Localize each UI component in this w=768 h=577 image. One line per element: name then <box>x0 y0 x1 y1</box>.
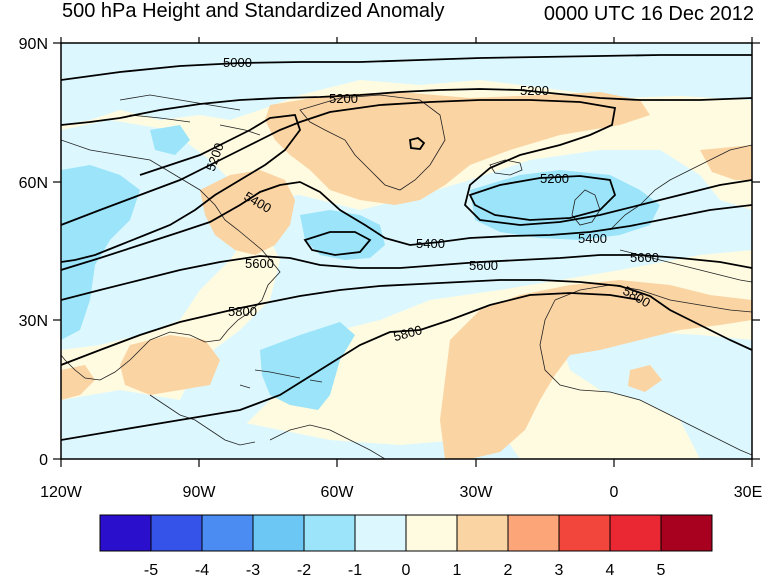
lat-label-equator: 0 <box>39 452 48 469</box>
colorbar-label: 0 <box>402 562 411 577</box>
longitude-labels: 120W 90W 60W 30W 0 30E <box>40 484 762 501</box>
lon-label-30w: 30W <box>460 484 494 501</box>
contour-label: 5200 <box>540 171 569 186</box>
pos-anomaly-mexico <box>120 335 220 395</box>
colorbar-box <box>558 514 611 552</box>
coast-iceland <box>489 159 523 176</box>
pos-anomaly-greenland <box>265 92 650 205</box>
colorbar-labels: -5 -4 -3 -2 -1 0 1 2 3 4 5 <box>144 562 666 577</box>
colorbar-box <box>303 514 356 552</box>
colorbar-label: -2 <box>297 562 311 577</box>
lat-label-60n: 60N <box>19 175 48 192</box>
colorbar-label: 3 <box>555 562 564 577</box>
colorbar-box <box>150 514 203 552</box>
colorbar-box <box>405 514 458 552</box>
neg-anomaly-iceland <box>150 125 190 155</box>
contour-5200-ridge <box>61 99 752 226</box>
contour-5400-low <box>303 231 372 256</box>
map-title: 500 hPa Height and Standardized Anomaly <box>62 0 445 22</box>
contour-label: 5200 <box>329 91 358 106</box>
pos-anomaly-subtropical-atlantic <box>440 280 752 459</box>
lon-label-30e: 30E <box>734 484 762 501</box>
contour-5200-north <box>61 88 752 126</box>
contour-5200-small-low <box>409 137 426 150</box>
coast-africa <box>539 284 752 456</box>
valid-time: 0000 UTC 16 Dec 2012 <box>543 3 754 25</box>
colorbar-label: 5 <box>657 562 666 577</box>
axis-ticks <box>53 37 760 467</box>
lat-label-30n: 30N <box>19 313 48 330</box>
pos-anomaly-tropical-atlantic <box>628 365 662 392</box>
colorbar-label: -3 <box>246 562 260 577</box>
contour-5200-low-europe <box>468 175 617 221</box>
contour-5000 <box>61 54 752 81</box>
colorbar-label: -4 <box>195 562 209 577</box>
map-frame <box>60 42 753 460</box>
colorbar <box>99 514 713 552</box>
height-contours <box>61 54 752 441</box>
contour-label: 5400 <box>578 231 607 246</box>
contour-5800 <box>61 279 752 366</box>
contour-5600 <box>61 254 752 301</box>
colorbar-label: -5 <box>144 562 158 577</box>
colorbar-box <box>252 514 305 552</box>
lon-label-0: 0 <box>610 484 619 501</box>
contour-label: 5600 <box>469 258 498 273</box>
contour-label: 5800 <box>228 304 257 319</box>
neg-anomaly-caribbean <box>260 322 355 410</box>
colorbar-label: -1 <box>348 562 362 577</box>
contour-label: 5600 <box>245 256 274 271</box>
colorbar-label: 2 <box>504 562 513 577</box>
coast-south-america <box>269 424 386 459</box>
coast-central-america <box>149 394 256 446</box>
coast-caribbean <box>239 369 323 389</box>
contour-label: 5000 <box>223 55 252 70</box>
lon-label-60w: 60W <box>321 484 355 501</box>
colorbar-label: 1 <box>453 562 462 577</box>
contour-label: 5800 <box>392 322 424 344</box>
neg-anomaly-west-africa <box>560 330 752 459</box>
colorbar-box <box>456 514 509 552</box>
contour-5200-low-west <box>61 114 302 263</box>
contour-label: 5600 <box>630 250 659 265</box>
pos-anomaly-hudson <box>200 170 295 255</box>
contour-5400 <box>61 181 752 271</box>
anomaly-shading <box>61 43 752 459</box>
neg-anomaly-tropics <box>61 390 520 459</box>
colorbar-box <box>201 514 254 552</box>
pos-anomaly-east-pacific <box>61 365 95 400</box>
coast-canadian-arctic <box>119 94 261 136</box>
colorbar-box <box>99 514 152 552</box>
colorbar-label: 4 <box>606 562 615 577</box>
lon-label-90w: 90W <box>183 484 217 501</box>
colorbar-box <box>354 514 407 552</box>
latitude-labels: 90N 60N 30N 0 <box>19 36 48 469</box>
contour-label: 5400 <box>416 236 445 251</box>
pos-anomaly-scandinavia <box>700 145 752 180</box>
colorbar-box <box>609 514 662 552</box>
coast-north-america <box>61 139 281 381</box>
contour-5800-south <box>61 292 641 441</box>
contour-label: 5200 <box>520 83 549 98</box>
colorbar-box <box>507 514 560 552</box>
lon-label-120w: 120W <box>40 484 83 501</box>
coast-greenland <box>299 94 446 191</box>
colorbar-box <box>660 514 713 552</box>
lat-label-90n: 90N <box>19 36 48 53</box>
